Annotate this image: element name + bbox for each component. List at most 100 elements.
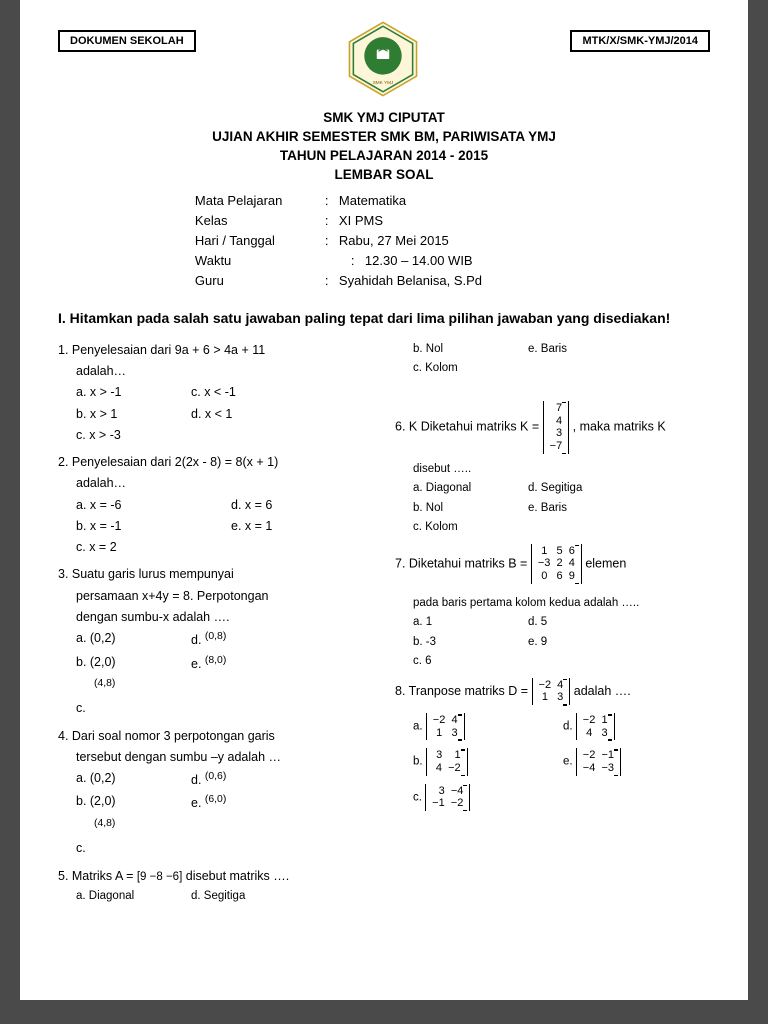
right-tag: MTK/X/SMK-YMJ/2014	[570, 30, 710, 52]
opt: b. x = -1	[76, 516, 191, 537]
opt: c. x < -1	[191, 382, 236, 403]
opt: c. Kolom	[413, 518, 710, 538]
q-sub: adalah…	[76, 361, 373, 382]
title-block: SMK YMJ CIPUTAT UJIAN AKHIR SEMESTER SMK…	[58, 109, 710, 185]
matrix-d: −2 4 1 3	[532, 678, 571, 705]
opt: b. (2,0)	[76, 791, 191, 814]
opt: e. 9	[528, 633, 547, 653]
q-text: 1. Penyelesaian dari 9a + 6 > 4a + 11	[58, 340, 373, 361]
q-sub: persamaan x+4y = 8. Perpotongan	[76, 586, 373, 607]
opt: (8,0)	[205, 655, 226, 666]
q-text: 3. Suatu garis lurus mempunyai	[58, 564, 373, 585]
document-page: DOKUMEN SEKOLAH SMK YMJ MTK/X/SMK-YMJ/20…	[20, 0, 748, 1000]
opt: c. Kolom	[413, 359, 710, 379]
info-label: Guru	[195, 271, 325, 291]
right-column: b. Nole. Baris c. Kolom 6. K Diketahui m…	[395, 340, 710, 913]
header-row: DOKUMEN SEKOLAH SMK YMJ MTK/X/SMK-YMJ/20…	[58, 30, 710, 105]
title-line: UJIAN AKHIR SEMESTER SMK BM, PARIWISATA …	[58, 128, 710, 147]
question-3: 3. Suatu garis lurus mempunyai persamaan…	[58, 564, 373, 719]
opt-label: b.	[413, 756, 423, 768]
info-label: Waktu	[195, 251, 325, 271]
q-tail: elemen	[585, 556, 626, 570]
opt: d. (0,6)	[191, 768, 226, 791]
q-text: 7. Diketahui matriks B =	[395, 556, 531, 570]
logo-wrap: SMK YMJ	[196, 30, 571, 105]
q-text: 6. K Diketahui matriks K =	[395, 420, 543, 434]
opt-label: e.	[563, 756, 573, 768]
opt: b. Nol	[413, 499, 528, 519]
q-sub: tersebut dengan sumbu –y adalah …	[76, 747, 373, 768]
opt: a. 1	[413, 613, 528, 633]
matrix-opt: −2 −1−4 −3	[576, 748, 621, 775]
q-sub: dengan sumbu-x adalah ….	[76, 607, 373, 628]
opt: c. x = 2	[76, 537, 373, 558]
questions: 1. Penyelesaian dari 9a + 6 > 4a + 11 ad…	[58, 340, 710, 913]
q-text: 8. Tranpose matriks D =	[395, 684, 532, 698]
opt: b. Nol	[413, 340, 528, 360]
q-text: 5. Matriks A =	[58, 869, 137, 883]
opt: a. (0,2)	[76, 768, 191, 791]
opt: b. -3	[413, 633, 528, 653]
q-tail: disebut matriks ….	[182, 869, 289, 883]
opt: d. x < 1	[191, 404, 232, 425]
question-7: 7. Diketahui matriks B = 1 5 6−3 2 4 0 6…	[395, 544, 710, 672]
q-sub: disebut …..	[413, 460, 710, 480]
info-value: XI PMS	[339, 211, 383, 231]
opt: (4,8)	[94, 678, 115, 689]
info-label: Hari / Tanggal	[195, 231, 325, 251]
opt: d. x = 6	[191, 495, 272, 516]
opt: b. x > 1	[76, 404, 191, 425]
info-label: Kelas	[195, 211, 325, 231]
q-tail: , maka matriks K	[573, 420, 666, 434]
question-4: 4. Dari soal nomor 3 perpotongan garis t…	[58, 726, 373, 860]
matrix-opt: 3 1 4 −2	[426, 748, 468, 775]
opt: a. (0,2)	[76, 628, 191, 651]
opt: c. x > -3	[76, 425, 373, 446]
matrix-opt: −2 4 1 3	[426, 713, 465, 740]
question-1: 1. Penyelesaian dari 9a + 6 > 4a + 11 ad…	[58, 340, 373, 446]
opt: d. Segitiga	[528, 479, 582, 499]
question-6: 6. K Diketahui matriks K = 7 4 3−7 , mak…	[395, 401, 710, 538]
opt: (6,0)	[205, 794, 226, 805]
q-tail: adalah ….	[574, 684, 631, 698]
opt: e. x = 1	[191, 516, 272, 537]
opt-label: a.	[413, 721, 423, 733]
opt: d. 5	[528, 613, 547, 633]
opt-label: c.	[413, 791, 422, 803]
info-label: Mata Pelajaran	[195, 191, 325, 211]
question-5-cont: b. Nole. Baris c. Kolom	[395, 340, 710, 379]
opt: a. Diagonal	[413, 479, 528, 499]
title-line: TAHUN PELAJARAN 2014 - 2015	[58, 147, 710, 166]
opt: (0,8)	[205, 631, 226, 642]
question-5: 5. Matriks A = [9 −8 −6] disebut matriks…	[58, 866, 373, 907]
opt: e. Baris	[528, 499, 567, 519]
question-2: 2. Penyelesaian dari 2(2x - 8) = 8(x + 1…	[58, 452, 373, 558]
opt: a. x > -1	[76, 382, 191, 403]
info-value: Rabu, 27 Mei 2015	[339, 231, 449, 251]
q-sub: adalah…	[76, 473, 373, 494]
instructions: I. Hitamkan pada salah satu jawaban pali…	[58, 305, 710, 332]
opt: b. (2,0)	[76, 652, 191, 675]
q-sub: pada baris pertama kolom kedua adalah ….…	[413, 594, 710, 614]
opt: d. Segitiga	[191, 887, 245, 907]
info-value: 12.30 – 14.00 WIB	[365, 251, 473, 271]
matrix-opt: 3 −4−1 −2	[425, 784, 470, 811]
title-line: LEMBAR SOAL	[58, 166, 710, 185]
left-tag: DOKUMEN SEKOLAH	[58, 30, 196, 52]
title-line: SMK YMJ CIPUTAT	[58, 109, 710, 128]
info-value: Matematika	[339, 191, 406, 211]
opt: e. Baris	[528, 340, 567, 360]
matrix-inline: [9 −8 −6]	[137, 871, 182, 883]
info-value: Syahidah Belanisa, S.Pd	[339, 271, 482, 291]
q-text: 2. Penyelesaian dari 2(2x - 8) = 8(x + 1…	[58, 452, 373, 473]
opt: c.	[76, 698, 373, 719]
opt-label: d.	[563, 721, 573, 733]
question-8: 8. Tranpose matriks D = −2 4 1 3 adalah …	[395, 678, 710, 811]
svg-text:SMK YMJ: SMK YMJ	[373, 80, 394, 85]
school-logo-icon: SMK YMJ	[344, 20, 422, 98]
opt: (4,8)	[94, 818, 115, 829]
opt: a. Diagonal	[76, 887, 191, 907]
opt: c. 6	[413, 652, 710, 672]
matrix-b: 1 5 6−3 2 4 0 6 9	[531, 544, 582, 584]
opt: c.	[76, 838, 373, 859]
